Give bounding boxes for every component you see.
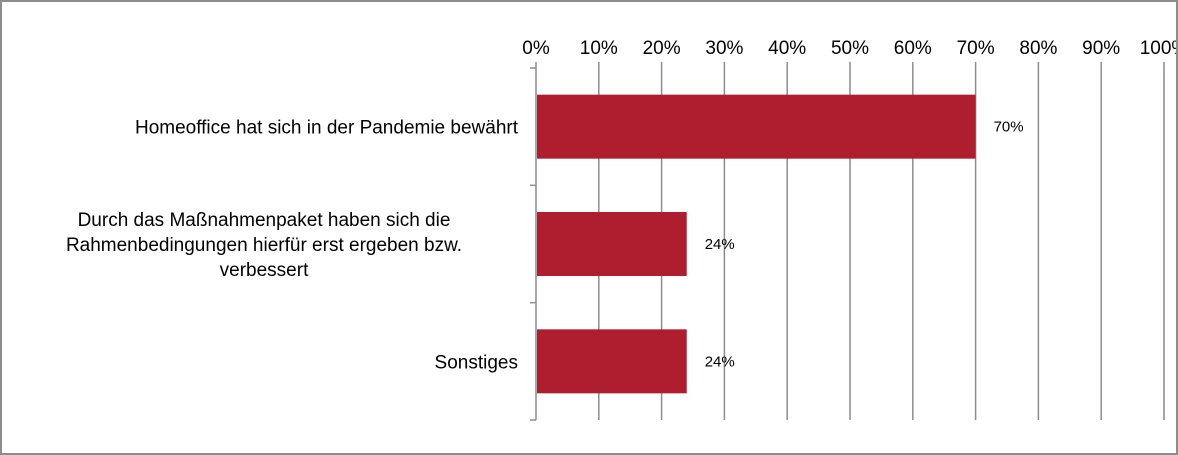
x-tick-label: 20% bbox=[643, 38, 681, 59]
category-label: Homeoffice hat sich in der Pandemie bewä… bbox=[135, 118, 519, 139]
category-label: Sonstiges bbox=[435, 352, 518, 373]
x-tick-label: 40% bbox=[768, 38, 806, 59]
labels: 0% 10% 20% 30% 40% 50% 60% 70% 80% 90% 100% 70% Home… bbox=[66, 38, 1176, 373]
x-tick-label: 0% bbox=[522, 38, 550, 59]
x-tick-label: 60% bbox=[894, 38, 932, 59]
bars bbox=[537, 94, 976, 394]
bar bbox=[537, 329, 687, 394]
category-label: verbessert bbox=[220, 260, 309, 281]
data-label: 24% bbox=[705, 236, 735, 253]
bar bbox=[537, 94, 976, 159]
x-tick-label: 10% bbox=[580, 38, 618, 59]
bar bbox=[537, 212, 687, 276]
category-label: Durch das Maßnahmenpaket haben sich die bbox=[78, 210, 451, 231]
x-tick-label: 30% bbox=[705, 38, 743, 59]
x-tick-label: 70% bbox=[957, 38, 995, 59]
x-tick-label: 50% bbox=[831, 38, 869, 59]
data-label: 70% bbox=[994, 119, 1024, 136]
x-tick-label: 90% bbox=[1082, 38, 1120, 59]
category-label: Rahmenbedingungen hierfür erst ergeben b… bbox=[66, 235, 462, 256]
value-axis bbox=[530, 62, 1165, 421]
x-tick-label: 100% bbox=[1140, 38, 1176, 59]
data-label: 24% bbox=[705, 353, 735, 370]
x-tick-label: 80% bbox=[1019, 38, 1057, 59]
